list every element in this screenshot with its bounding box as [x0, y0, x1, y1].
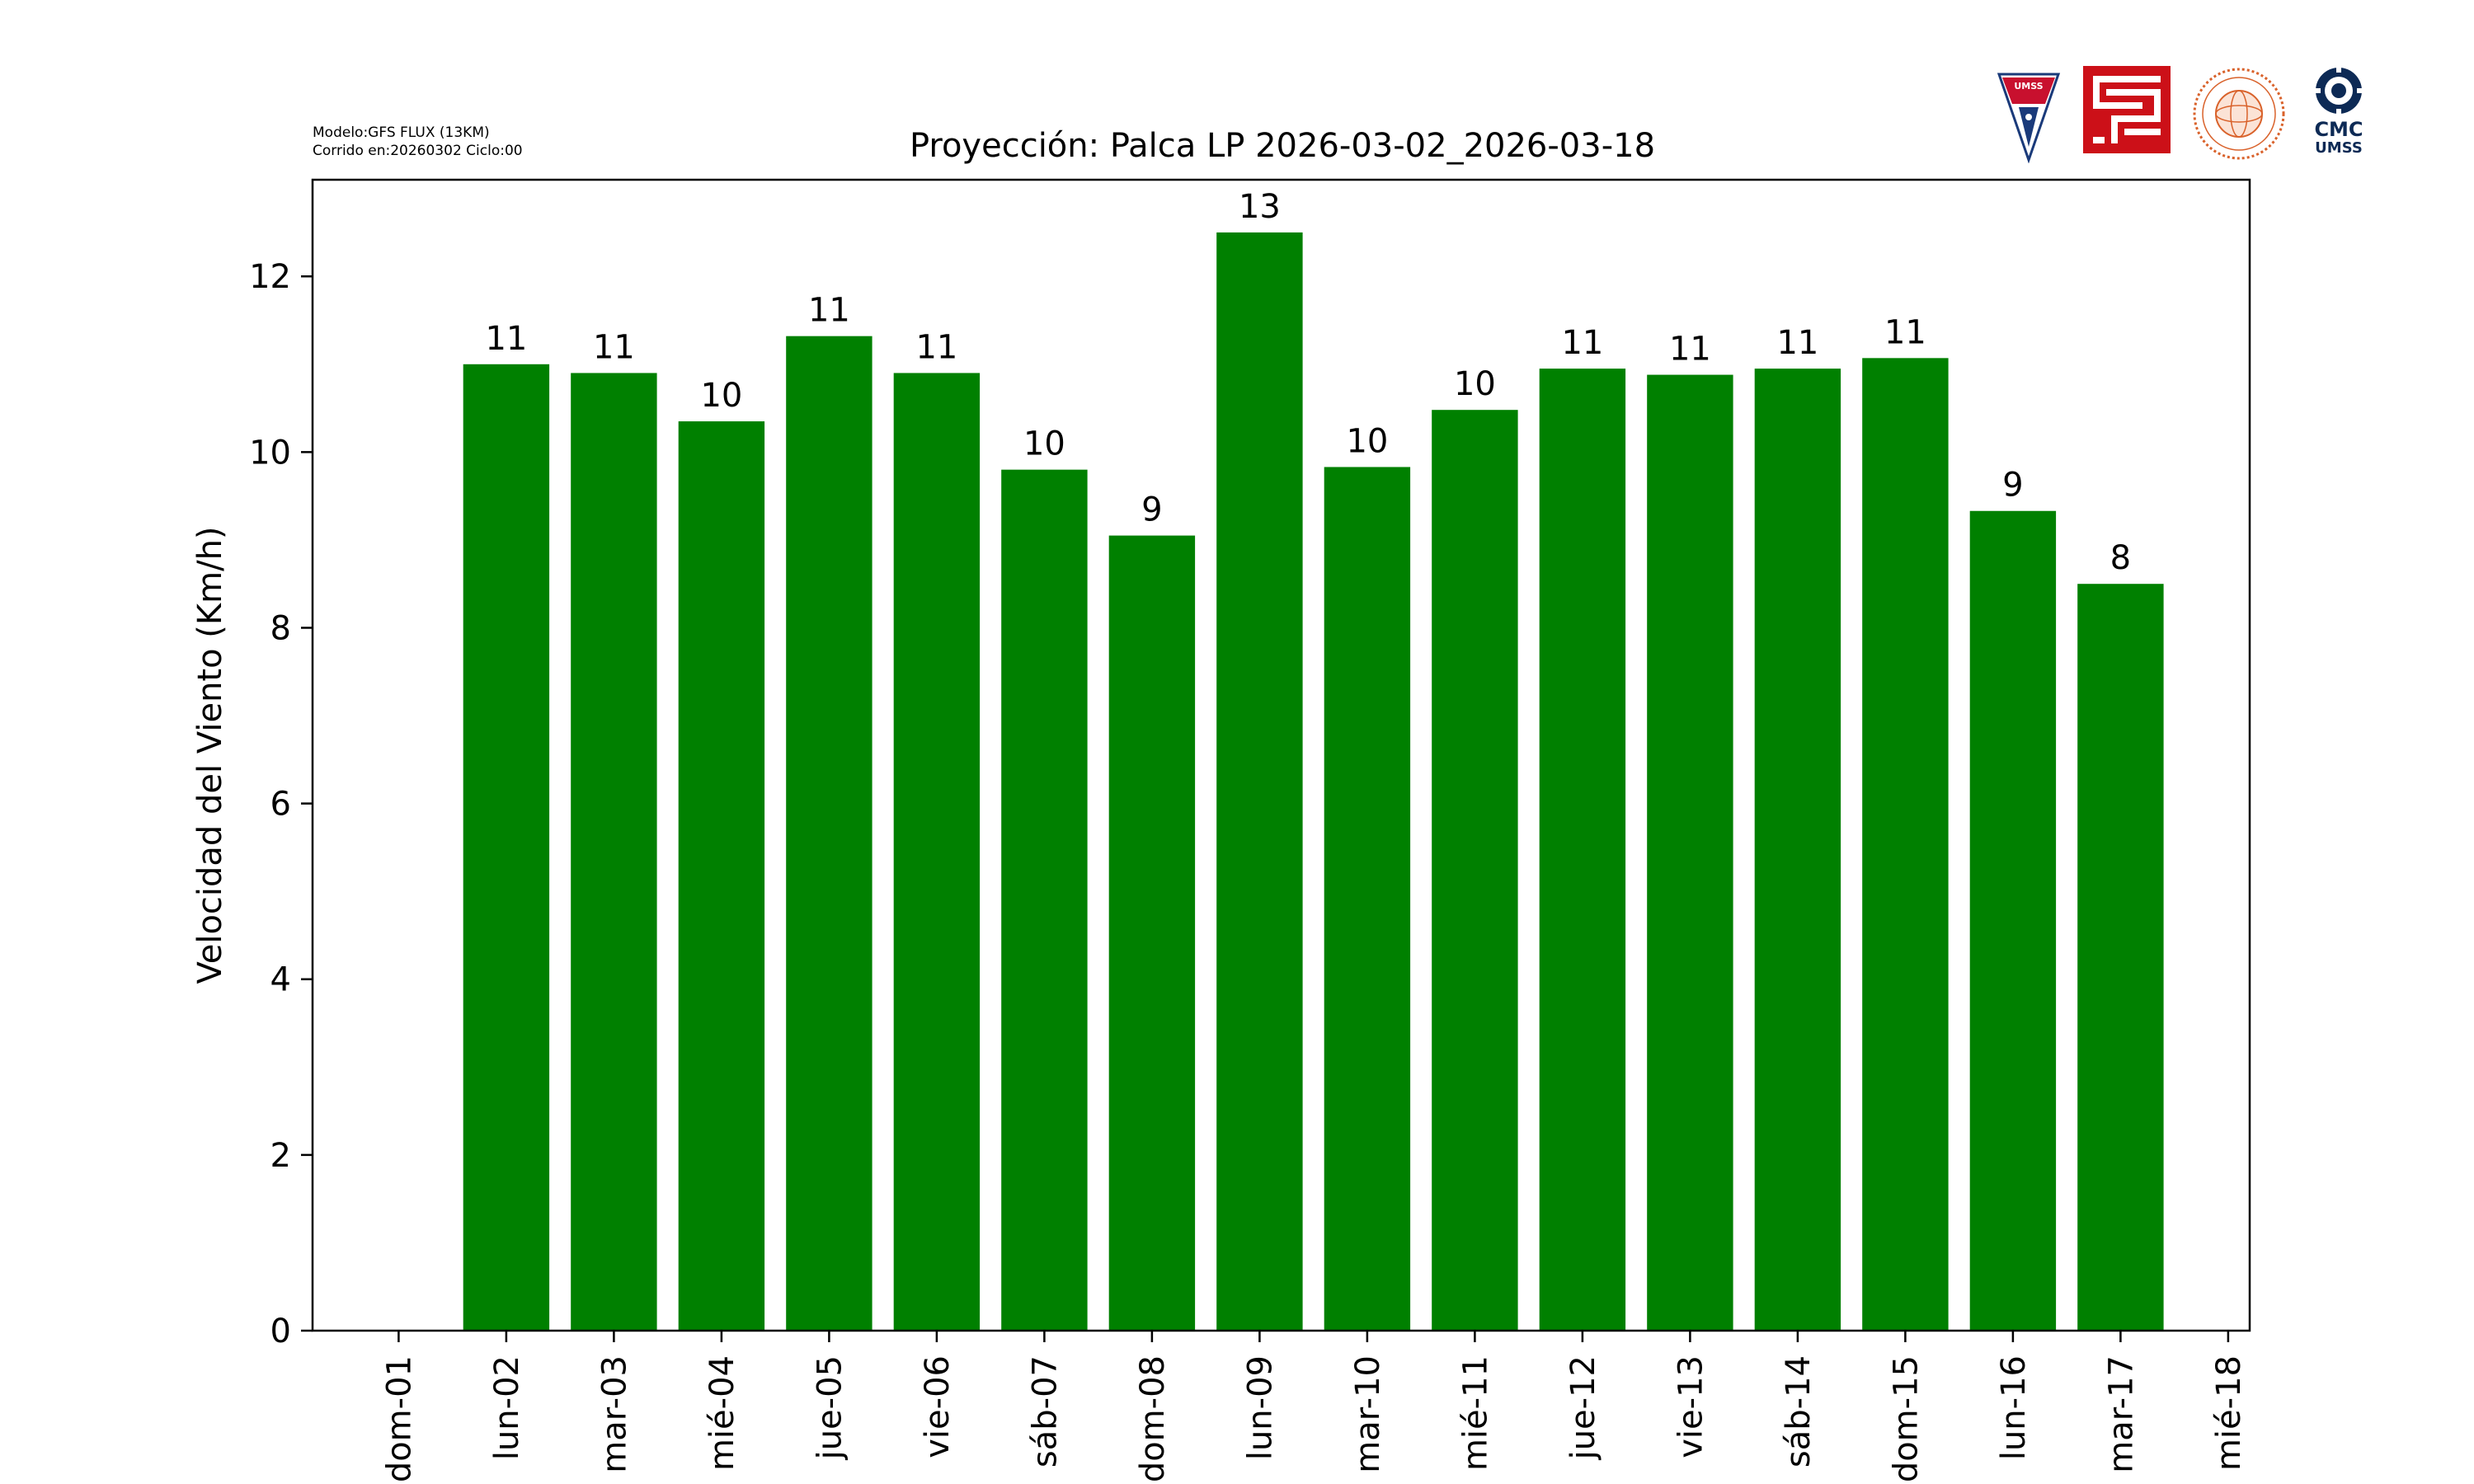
model-info: Modelo:GFS FLUX (13KM) Corrido en:202603… — [313, 124, 523, 160]
model-info-line-1: Modelo:GFS FLUX (13KM) — [313, 124, 490, 141]
plot-frame — [311, 178, 2251, 1332]
data-label-mar-03: 11 — [593, 328, 635, 366]
y-axis: 0 2 4 6 8 10 12 — [249, 258, 313, 1350]
y-tick-label: 10 — [249, 434, 291, 472]
bar-mar-03 — [571, 373, 657, 1331]
x-tick-label-mié-04: mié-04 — [703, 1355, 741, 1471]
x-tick-label-vie-06: vie-06 — [919, 1355, 957, 1458]
cmc-logo-title: CMC — [2314, 118, 2363, 141]
x-tick-label-dom-08: dom-08 — [1134, 1355, 1172, 1482]
bar-mar-17 — [2077, 584, 2164, 1331]
bar-mar-10 — [1324, 467, 1411, 1331]
bar-vie-06 — [893, 373, 981, 1331]
bar-lun-02 — [463, 364, 550, 1331]
data-label-mar-17: 8 — [2110, 539, 2131, 577]
bar-sáb-14 — [1754, 369, 1841, 1331]
red-maze-logo — [2083, 66, 2171, 153]
data-label-dom-15: 11 — [1884, 313, 1926, 351]
logo-strip: UMSS UMSS CMC UMSS — [1979, 64, 2392, 171]
data-label-jue-05: 11 — [808, 292, 850, 330]
data-label-sáb-07: 10 — [1023, 425, 1065, 463]
x-tick-label-sáb-14: sáb-14 — [1780, 1355, 1818, 1468]
y-tick-label: 12 — [249, 258, 291, 296]
data-label-mié-04: 10 — [700, 377, 742, 415]
x-tick-label-jue-05: jue-05 — [811, 1355, 849, 1460]
bar-jue-12 — [1539, 369, 1626, 1331]
bar-lun-09 — [1216, 232, 1303, 1331]
cmc-logo-icon — [2314, 66, 2363, 115]
x-tick-label-mar-03: mar-03 — [595, 1355, 633, 1473]
umss-shield-text: UMSS — [2014, 81, 2043, 92]
data-label-jue-12: 11 — [1561, 324, 1603, 362]
chart-title: Proyección: Palca LP 2026-03-02_2026-03-… — [910, 127, 1655, 165]
cmc-logo-subtitle: UMSS — [2315, 139, 2363, 157]
x-tick-label-lun-16: lun-16 — [1995, 1355, 2033, 1460]
x-tick-label-mar-10: mar-10 — [1349, 1355, 1387, 1473]
data-label-vie-13: 11 — [1669, 331, 1711, 369]
x-tick-label-vie-13: vie-13 — [1672, 1355, 1710, 1458]
data-label-lun-16: 9 — [2002, 467, 2023, 505]
y-tick-label: 4 — [270, 961, 291, 999]
bar-vie-13 — [1647, 374, 1733, 1331]
bar-lun-16 — [1969, 510, 2057, 1331]
data-labels-layer: 11 11 10 11 11 10 9 13 10 10 11 11 11 11 9 8 — [485, 188, 2131, 577]
x-tick-label-jue-12: jue-12 — [1564, 1355, 1602, 1460]
data-label-mar-10: 10 — [1346, 422, 1388, 460]
data-label-sáb-14: 11 — [1776, 324, 1818, 362]
x-tick-label-mar-17: mar-17 — [2102, 1355, 2140, 1473]
x-tick-label-dom-15: dom-15 — [1887, 1355, 1925, 1482]
bar-mié-04 — [678, 421, 765, 1331]
y-tick-label: 8 — [270, 609, 291, 647]
x-tick-label-mié-11: mié-11 — [1456, 1355, 1494, 1471]
x-tick-label-dom-01: dom-01 — [380, 1355, 418, 1482]
data-label-lun-09: 13 — [1239, 188, 1281, 226]
bar-sáb-07 — [1001, 469, 1088, 1331]
data-label-dom-08: 9 — [1141, 491, 1162, 529]
data-label-lun-02: 11 — [485, 320, 527, 358]
department-seal-logo — [2193, 68, 2285, 160]
data-label-mié-11: 10 — [1454, 365, 1496, 403]
bar-dom-08 — [1108, 535, 1196, 1331]
x-tick-label-lun-09: lun-09 — [1241, 1355, 1279, 1460]
umss-shield-logo: UMSS — [1997, 73, 2061, 163]
data-label-vie-06: 11 — [915, 328, 957, 366]
y-tick-label: 0 — [270, 1313, 291, 1350]
model-info-line-2: Corrido en:20260302 Ciclo:00 — [313, 143, 523, 159]
y-tick-label: 6 — [270, 786, 291, 824]
y-axis-label: Velocidad del Viento (Km/h) — [191, 526, 229, 984]
x-tick-label-mié-18: mié-18 — [2210, 1355, 2248, 1471]
x-tick-label-sáb-07: sáb-07 — [1026, 1355, 1064, 1468]
x-axis: dom-01 lun-02 mar-03 mié-04 jue-05 vie-06 sáb-… — [380, 1331, 2248, 1482]
bar-mié-11 — [1432, 410, 1518, 1331]
x-tick-label-lun-02: lun-02 — [488, 1355, 526, 1460]
bars-layer — [463, 232, 2164, 1331]
bar-jue-05 — [786, 336, 872, 1331]
bar-dom-15 — [1862, 358, 1949, 1331]
y-tick-label: 2 — [270, 1137, 291, 1175]
